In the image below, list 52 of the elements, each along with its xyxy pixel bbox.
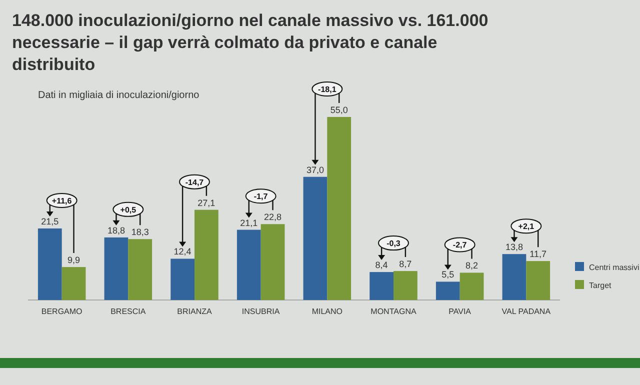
- x-tick-label: VAL PADANA: [502, 307, 552, 316]
- data-label: 8,2: [466, 260, 478, 271]
- data-label: 13,8: [505, 242, 523, 252]
- x-tick-label: MILANO: [312, 307, 343, 316]
- x-tick-label: BRIANZA: [177, 307, 212, 316]
- data-label: 8,4: [375, 260, 388, 270]
- x-tick-label: INSUBRIA: [242, 307, 280, 316]
- annotation: +11,6: [52, 196, 72, 206]
- annotation: -18,1: [318, 84, 337, 94]
- annotation: +2,1: [518, 222, 535, 232]
- bar: [194, 210, 218, 300]
- x-tick-label: BRESCIA: [110, 307, 146, 316]
- data-label: 18,3: [131, 227, 149, 238]
- bar: [460, 272, 484, 300]
- data-label: 5,5: [442, 270, 454, 280]
- bar: [170, 258, 194, 300]
- data-label: 18,8: [107, 225, 125, 236]
- bar: [303, 176, 328, 300]
- data-label: 12,4: [174, 246, 192, 257]
- data-label: 55,0: [330, 104, 348, 115]
- data-label: 8,7: [399, 259, 412, 270]
- legend-label: Target: [589, 281, 612, 290]
- bar: [260, 224, 285, 300]
- annotation: -0,3: [386, 239, 401, 248]
- x-tick-label: BERGAMO: [41, 307, 82, 316]
- legend-label: Centri massivi: [589, 263, 640, 272]
- chart-title: 148.000 inoculazioni/giorno nel canale massivo vs. 161.000 necessarie – il gap verrà colmato da privato e canale distribuito: [12, 11, 488, 74]
- bar: [128, 239, 152, 300]
- bar: [370, 272, 394, 300]
- bar: [436, 282, 460, 300]
- bar: [327, 116, 352, 300]
- annotation: -14,7: [185, 178, 204, 187]
- bar: [62, 267, 86, 300]
- annotation: -1,7: [254, 192, 268, 202]
- data-label: 27,1: [198, 198, 216, 208]
- bar: [38, 228, 62, 300]
- annotation: -2,7: [452, 240, 468, 250]
- data-label: 11,7: [530, 249, 547, 260]
- data-label: 21,5: [41, 216, 59, 226]
- data-label: 9,9: [68, 255, 80, 266]
- chart-subtitle: Dati in migliaia di inoculazioni/giorno: [38, 90, 200, 101]
- data-label: 37,0: [306, 164, 324, 175]
- annotation: +0,5: [120, 205, 137, 214]
- x-tick-label: MONTAGNA: [370, 307, 417, 316]
- x-tick-label: PAVIA: [448, 307, 472, 316]
- bar: [502, 254, 526, 300]
- data-label: 21,1: [240, 218, 258, 228]
- bar: [236, 230, 261, 300]
- bar: [104, 237, 128, 300]
- bar: [526, 261, 550, 300]
- data-label: 22,8: [264, 212, 282, 222]
- bar: [394, 271, 418, 300]
